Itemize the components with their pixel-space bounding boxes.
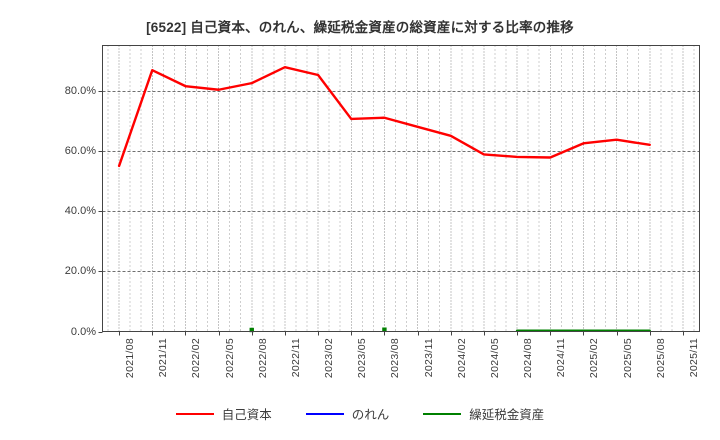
x-axis-tick-label: 2024/11 xyxy=(555,338,568,378)
legend-color-swatch xyxy=(423,412,462,415)
y-axis-tick-label: 40.0% xyxy=(64,205,96,218)
y-axis-tick-label: 60.0% xyxy=(64,144,96,157)
legend-item[interactable]: 繰延税金資産 xyxy=(423,404,544,423)
x-axis-tick-label: 2023/02 xyxy=(323,338,336,379)
x-axis-tick-label: 2024/05 xyxy=(488,338,501,379)
y-axis-tick-label: 80.0% xyxy=(64,84,96,97)
gridlines xyxy=(102,45,700,332)
x-axis-tick-label: 2022/08 xyxy=(256,338,269,379)
series-line-0 xyxy=(117,65,651,168)
x-axis-tick-label: 2022/02 xyxy=(190,338,203,379)
x-axis-tick-label: 2023/11 xyxy=(422,338,435,378)
x-axis-tick-label: 2024/02 xyxy=(455,338,468,379)
data-series-group xyxy=(117,65,651,333)
x-axis-tick-label: 2021/08 xyxy=(124,338,137,379)
legend-item[interactable]: のれん xyxy=(305,404,390,423)
legend-label: 繰延税金資産 xyxy=(469,408,545,422)
x-axis-tick-label: 2021/11 xyxy=(157,338,170,378)
data-point xyxy=(249,327,254,333)
y-axis-labels: 0.0% 20.0% 40.0% 60.0% 80.0% xyxy=(52,0,96,440)
x-axis-tick-label: 2025/11 xyxy=(687,338,700,378)
legend-item[interactable]: 自己資本 xyxy=(175,404,272,423)
plot-frame xyxy=(102,45,700,332)
chart-title: [6522] 自己資本、のれん、繰延税金資産の総資産に対する比率の推移 xyxy=(146,20,574,35)
x-axis-tick-label: 2024/08 xyxy=(522,338,535,379)
legend-color-swatch xyxy=(175,412,214,415)
y-axis-tick-label: 0.0% xyxy=(70,325,96,338)
x-axis-tick-label: 2022/05 xyxy=(223,338,236,379)
x-axis-tick-label: 2023/05 xyxy=(356,338,369,379)
y-axis-tick-label: 20.0% xyxy=(64,265,96,278)
x-axis-tick-label: 2023/08 xyxy=(389,338,402,379)
legend-label: のれん xyxy=(351,408,390,422)
axis-ticks xyxy=(98,91,684,336)
x-axis-tick-label: 2025/08 xyxy=(654,338,667,379)
legend-color-swatch xyxy=(305,412,344,415)
x-axis-tick-label: 2025/05 xyxy=(621,338,634,379)
legend-label: 自己資本 xyxy=(221,408,272,422)
x-axis-tick-label: 2022/11 xyxy=(289,338,302,378)
x-axis-tick-label: 2025/02 xyxy=(588,338,601,379)
chart-legend: 自己資本 のれん 繰延税金資産 xyxy=(0,404,720,423)
data-point xyxy=(382,327,387,332)
